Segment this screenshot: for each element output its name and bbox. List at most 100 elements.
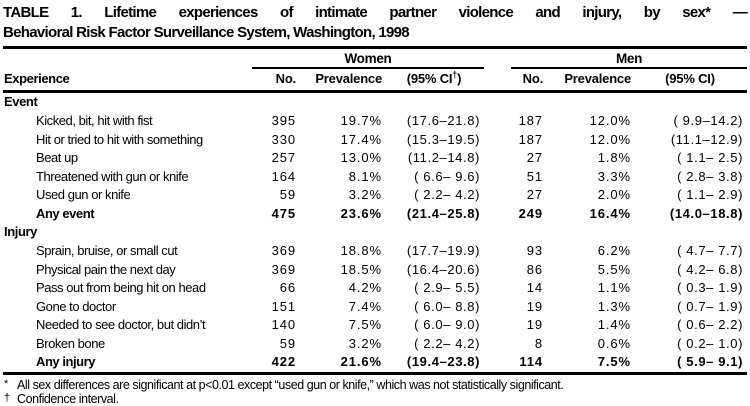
women-no-cell: 422 <box>271 354 296 370</box>
men-group-header: Men <box>511 52 747 69</box>
women-ci-cell: ( 6.6– 9.6) <box>414 168 480 184</box>
gap-cell <box>484 186 511 205</box>
experience-cell: Sprain, bruise, or small cut <box>36 243 178 259</box>
men-no-cell: 51 <box>526 168 543 184</box>
men-ci-cell: ( 5.9– 9.1) <box>677 354 743 370</box>
women-prevalence-cell: 4.2% <box>348 280 382 296</box>
section-label: Event <box>4 94 38 110</box>
table-title: TABLE 1. Lifetime experiences of intimat… <box>3 3 748 49</box>
gap-cell <box>484 167 511 186</box>
women-no-cell: 164 <box>271 168 296 184</box>
men-prevalence-cell: 12.0% <box>589 112 631 128</box>
table-row: Physical pain the next day 369 18.5% (16.4–… <box>3 260 747 279</box>
section-label: Injury <box>4 224 37 240</box>
table-row: Broken bone 59 3.2% ( 2.2– 4.2) 8 0.6% ( 0.2– … <box>3 335 747 354</box>
experience-cell: Any injury <box>36 354 96 370</box>
table-body: Event Kicked, bit, hit with fist 395 19.7% (… <box>3 92 747 374</box>
experience-cell: Any event <box>36 205 95 221</box>
women-prevalence-cell: 7.4% <box>348 298 382 314</box>
women-no-cell: 330 <box>271 131 296 147</box>
table-header: Women Men Experience No. Prevalence (95%… <box>3 52 747 93</box>
men-no-cell: 93 <box>526 243 543 259</box>
experience-cell: Broken bone <box>36 335 105 351</box>
footnote-significance-text: All sex differences are significant at p… <box>17 377 564 392</box>
experience-cell: Pass out from being hit on head <box>36 280 206 296</box>
women-ci-cell: (17.6–21.8) <box>406 112 480 128</box>
gap-cell <box>484 242 511 261</box>
women-no-cell: 66 <box>279 280 296 296</box>
experience-cell: Hit or tried to hit with something <box>36 131 203 147</box>
asterisk-marker: * <box>4 377 8 390</box>
men-ci-column-header: (95% CI) <box>633 68 747 93</box>
women-ci-label: (95% CI <box>406 71 453 86</box>
ipv-table: Women Men Experience No. Prevalence (95%… <box>3 52 747 375</box>
footnotes: * All sex differences are significant at… <box>3 378 747 406</box>
men-no-column-header: No. <box>511 68 545 93</box>
table-row: Any event 475 23.6% (21.4–25.8) 249 16.4% (14.… <box>3 204 747 223</box>
men-ci-cell: ( 2.8– 3.8) <box>677 168 743 184</box>
experience-cell: Needed to see doctor, but didn’t <box>36 317 206 333</box>
men-no-cell: 19 <box>526 317 543 333</box>
women-ci-cell: (15.3–19.5) <box>406 131 480 147</box>
gap-cell <box>484 335 511 354</box>
men-prevalence-cell: 1.1% <box>597 280 631 296</box>
column-header-row: Experience No. Prevalence (95% CI†) No. … <box>3 68 747 93</box>
men-no-cell: 27 <box>526 150 543 166</box>
women-ci-label-close: ) <box>457 71 462 86</box>
women-no-cell: 59 <box>279 335 296 351</box>
men-ci-cell: ( 0.7– 1.9) <box>677 298 743 314</box>
men-ci-cell: ( 4.2– 6.8) <box>677 261 743 277</box>
table-title-line2: Behavioral Risk Factor Surveillance Syst… <box>3 24 410 41</box>
men-ci-cell: ( 1.1– 2.9) <box>677 187 743 203</box>
gap-cell <box>484 260 511 279</box>
women-ci-cell: ( 6.0– 9.0) <box>414 317 480 333</box>
men-no-cell: 114 <box>519 354 543 370</box>
experience-cell: Gone to doctor <box>36 298 116 314</box>
women-ci-column-header: (95% CI†) <box>384 68 484 93</box>
section-row: Event <box>3 92 747 112</box>
footnote-significance: * All sex differences are significant at… <box>3 378 747 392</box>
women-prevalence-cell: 18.5% <box>340 261 382 277</box>
men-ci-cell: ( 4.7– 7.7) <box>677 243 743 259</box>
women-no-cell: 369 <box>271 261 296 277</box>
men-no-cell: 249 <box>518 205 543 221</box>
women-group-header: Women <box>252 52 484 69</box>
table-row: Pass out from being hit on head 66 4.2% ( 2… <box>3 279 747 298</box>
table-row: Used gun or knife 59 3.2% ( 2.2– 4.2) 27 2.0%… <box>3 186 747 205</box>
section-row: Injury <box>3 223 747 242</box>
men-ci-cell: ( 1.1– 2.5) <box>677 150 743 166</box>
men-no-cell: 14 <box>526 280 543 296</box>
gap-column-header <box>484 68 511 93</box>
women-prevalence-cell: 8.1% <box>348 168 382 184</box>
women-ci-cell: ( 2.2– 4.2) <box>414 187 480 203</box>
experience-cell: Kicked, bit, hit with fist <box>36 112 153 128</box>
women-ci-cell: (19.4–23.8) <box>406 354 480 370</box>
women-ci-cell: (17.7–19.9) <box>406 243 480 259</box>
men-ci-cell: ( 0.2– 1.0) <box>677 335 743 351</box>
women-no-cell: 59 <box>279 187 296 203</box>
footnote-ci-text: Confidence interval. <box>17 391 119 406</box>
men-prevalence-cell: 5.5% <box>597 261 631 277</box>
men-ci-cell: (11.1–12.9) <box>670 131 743 147</box>
experience-cell: Threatened with gun or knife <box>36 168 189 184</box>
gap-cell <box>484 204 511 223</box>
women-ci-cell: (11.2–14.8) <box>407 150 480 166</box>
women-no-cell: 140 <box>271 317 296 333</box>
men-prevalence-cell: 1.4% <box>597 317 631 333</box>
men-prevalence-cell: 1.3% <box>597 298 631 314</box>
women-prevalence-cell: 18.8% <box>340 243 382 259</box>
table-row: Sprain, bruise, or small cut 369 18.8% (17.… <box>3 242 747 261</box>
men-prevalence-column-header: Prevalence <box>545 68 633 93</box>
women-prevalence-cell: 21.6% <box>340 354 382 370</box>
women-ci-cell: ( 2.2– 4.2) <box>414 335 480 351</box>
table-title-line1: TABLE 1. Lifetime experiences of intimat… <box>3 4 748 21</box>
gap-cell <box>484 316 511 335</box>
women-ci-cell: (16.4–20.6) <box>406 261 480 277</box>
experience-column-header: Experience <box>3 68 252 93</box>
women-prevalence-cell: 3.2% <box>348 335 382 351</box>
gap-cell <box>484 279 511 298</box>
women-no-column-header: No. <box>252 68 298 93</box>
experience-group-spacer <box>3 52 252 68</box>
women-ci-cell: ( 6.0– 8.8) <box>414 298 480 314</box>
